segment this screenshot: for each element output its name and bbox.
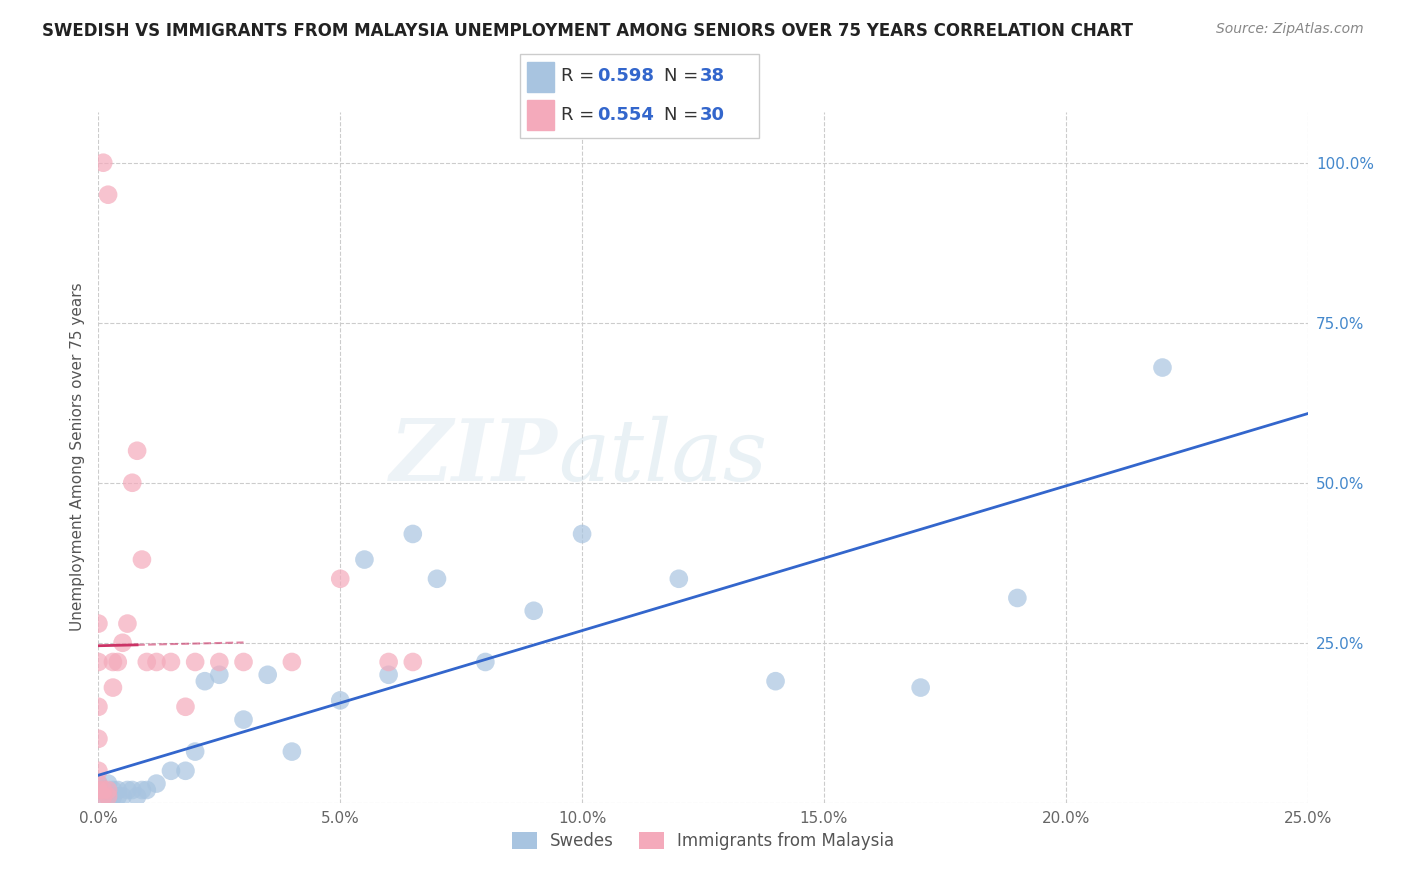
Point xyxy=(97,187,120,202)
Point xyxy=(107,783,129,797)
Point xyxy=(131,552,153,566)
Point xyxy=(474,655,496,669)
Point xyxy=(256,667,278,681)
FancyBboxPatch shape xyxy=(520,54,759,138)
Point xyxy=(101,681,124,695)
Point xyxy=(127,789,149,804)
Point xyxy=(194,674,217,689)
Point xyxy=(91,783,114,797)
Point xyxy=(101,783,124,797)
Point xyxy=(571,527,593,541)
Point xyxy=(87,776,110,790)
Text: ZIP: ZIP xyxy=(389,416,558,499)
Bar xyxy=(527,100,554,130)
Point xyxy=(353,552,375,566)
Point xyxy=(281,655,304,669)
Point xyxy=(117,783,139,797)
Point xyxy=(160,764,183,778)
Point xyxy=(107,789,129,804)
Point xyxy=(87,776,110,790)
Point xyxy=(87,783,110,797)
Text: 38: 38 xyxy=(700,68,724,86)
Point xyxy=(145,655,167,669)
Point xyxy=(121,475,143,490)
Text: R =: R = xyxy=(561,105,600,123)
Point xyxy=(377,667,399,681)
Point xyxy=(1152,360,1174,375)
Text: N =: N = xyxy=(664,105,703,123)
Point xyxy=(402,655,425,669)
Text: N =: N = xyxy=(664,68,703,86)
Point xyxy=(402,527,425,541)
Point xyxy=(107,655,129,669)
Point xyxy=(145,776,167,790)
Bar xyxy=(527,62,554,92)
Point xyxy=(111,636,134,650)
Point xyxy=(329,693,352,707)
Point xyxy=(121,783,143,797)
Point xyxy=(668,572,690,586)
Point xyxy=(208,655,231,669)
Point xyxy=(232,655,254,669)
Point xyxy=(91,789,114,804)
Text: R =: R = xyxy=(561,68,600,86)
Point xyxy=(87,699,110,714)
Point xyxy=(87,655,110,669)
Point xyxy=(117,616,139,631)
Point xyxy=(87,783,110,797)
Point xyxy=(135,655,157,669)
Point xyxy=(208,667,231,681)
Point xyxy=(97,776,120,790)
Point xyxy=(97,783,120,797)
Point xyxy=(523,604,546,618)
Point xyxy=(174,699,197,714)
Point xyxy=(91,783,114,797)
Text: 0.598: 0.598 xyxy=(596,68,654,86)
Point xyxy=(174,764,197,778)
Point xyxy=(184,655,207,669)
Point xyxy=(1007,591,1029,605)
Point xyxy=(91,789,114,804)
Point xyxy=(377,655,399,669)
Point xyxy=(131,783,153,797)
Point xyxy=(101,655,124,669)
Text: 0.554: 0.554 xyxy=(596,105,654,123)
Point xyxy=(426,572,449,586)
Legend: Swedes, Immigrants from Malaysia: Swedes, Immigrants from Malaysia xyxy=(505,825,901,856)
Point xyxy=(765,674,787,689)
Point xyxy=(97,789,120,804)
Point xyxy=(135,783,157,797)
Text: SWEDISH VS IMMIGRANTS FROM MALAYSIA UNEMPLOYMENT AMONG SENIORS OVER 75 YEARS COR: SWEDISH VS IMMIGRANTS FROM MALAYSIA UNEM… xyxy=(42,22,1133,40)
Point xyxy=(232,713,254,727)
Point xyxy=(87,764,110,778)
Point xyxy=(101,789,124,804)
Point xyxy=(910,681,932,695)
Y-axis label: Unemployment Among Seniors over 75 years: Unemployment Among Seniors over 75 years xyxy=(69,283,84,632)
Point xyxy=(127,443,149,458)
Point xyxy=(97,789,120,804)
Point xyxy=(160,655,183,669)
Text: Source: ZipAtlas.com: Source: ZipAtlas.com xyxy=(1216,22,1364,37)
Point xyxy=(87,731,110,746)
Point xyxy=(87,616,110,631)
Point xyxy=(111,789,134,804)
Point xyxy=(91,155,114,169)
Point xyxy=(329,572,352,586)
Text: 30: 30 xyxy=(700,105,724,123)
Point xyxy=(281,745,304,759)
Text: atlas: atlas xyxy=(558,416,768,499)
Point xyxy=(184,745,207,759)
